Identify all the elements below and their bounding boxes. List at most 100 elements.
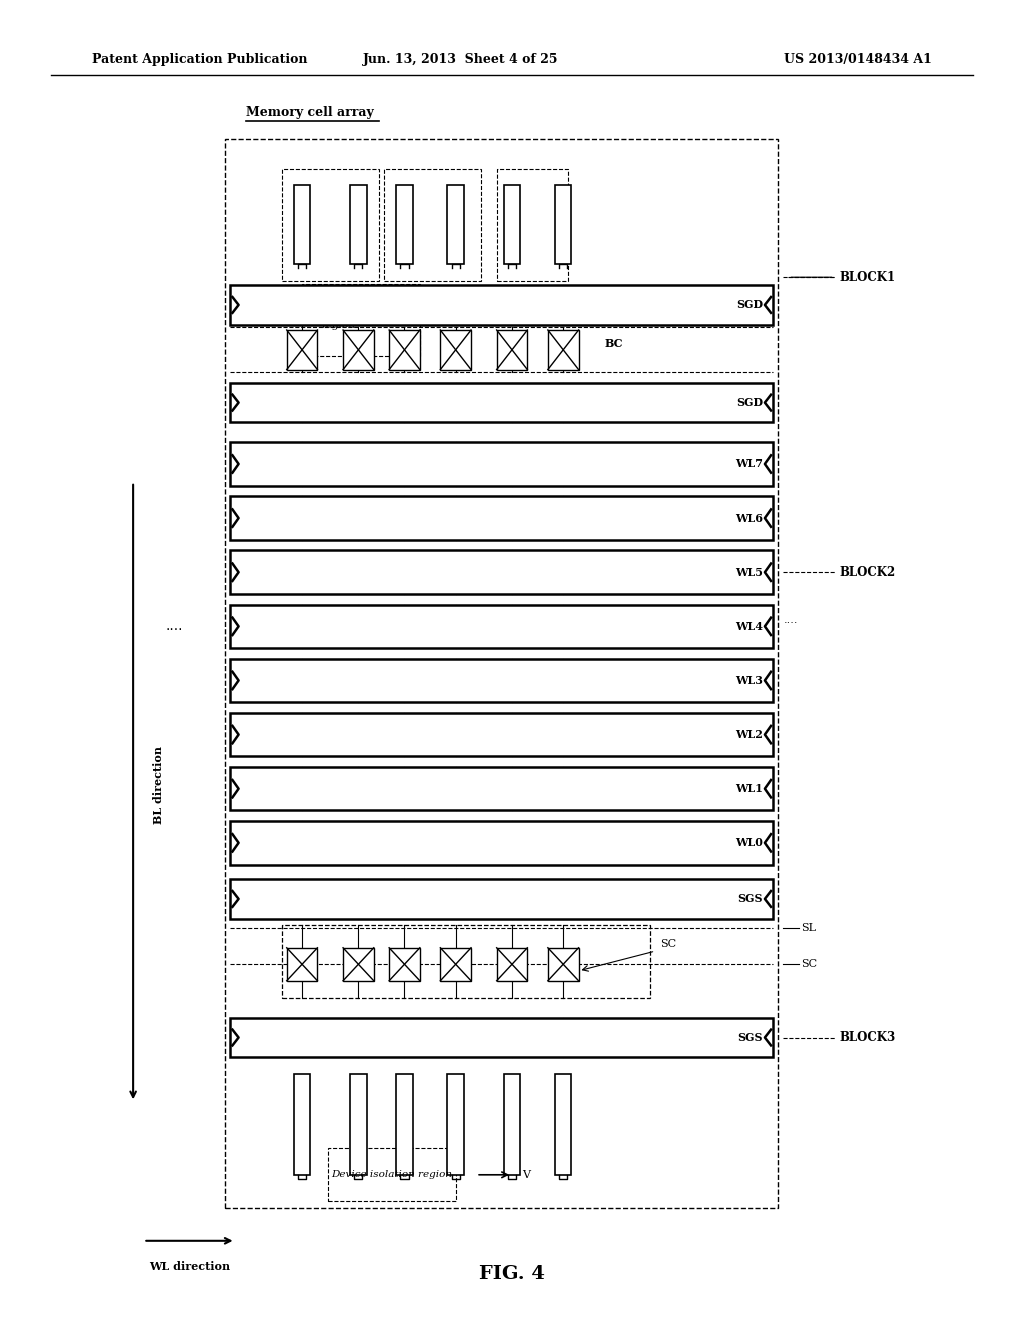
Text: WL direction: WL direction: [148, 1261, 230, 1271]
Text: SGD: SGD: [736, 397, 763, 408]
Bar: [294, 449, 310, 479]
Bar: [350, 185, 367, 264]
Bar: [350, 557, 367, 587]
Bar: [389, 330, 420, 370]
Text: WL3: WL3: [735, 675, 763, 686]
Bar: [440, 330, 471, 370]
Bar: [230, 821, 773, 865]
Bar: [389, 948, 420, 981]
Bar: [497, 948, 527, 981]
Bar: [350, 719, 367, 750]
Bar: [396, 557, 413, 587]
Bar: [497, 330, 527, 370]
Bar: [343, 330, 374, 370]
Bar: [350, 503, 367, 533]
Text: V: V: [522, 1170, 530, 1180]
Bar: [396, 611, 413, 642]
Text: SBL: SBL: [527, 289, 553, 300]
Text: FIG. 4: FIG. 4: [479, 1265, 545, 1283]
Bar: [507, 292, 563, 318]
Text: WL2: WL2: [735, 729, 763, 741]
Bar: [225, 139, 778, 1208]
Text: BLOCK1: BLOCK1: [840, 271, 896, 284]
Bar: [350, 665, 367, 696]
Text: V: V: [486, 315, 495, 326]
Bar: [230, 442, 773, 486]
Bar: [294, 503, 310, 533]
Bar: [230, 659, 773, 702]
Text: ....: ....: [165, 619, 183, 634]
Bar: [294, 719, 310, 750]
Bar: [230, 767, 773, 810]
Bar: [396, 665, 413, 696]
Text: SGS: SGS: [737, 1032, 763, 1043]
Bar: [499, 449, 515, 479]
Bar: [447, 611, 464, 642]
Bar: [548, 330, 579, 370]
Bar: [282, 925, 650, 998]
Bar: [499, 665, 515, 696]
Bar: [230, 383, 773, 422]
Bar: [384, 169, 481, 281]
Text: SL: SL: [801, 923, 816, 933]
Bar: [307, 389, 364, 416]
Bar: [396, 828, 413, 858]
Bar: [287, 330, 317, 370]
Bar: [307, 292, 364, 318]
Bar: [294, 611, 310, 642]
Bar: [447, 719, 464, 750]
Text: BC: BC: [604, 338, 623, 348]
Bar: [230, 605, 773, 648]
Bar: [350, 449, 367, 479]
Bar: [545, 557, 561, 587]
Bar: [504, 185, 520, 264]
Bar: [499, 503, 515, 533]
Bar: [230, 285, 773, 325]
Bar: [545, 719, 561, 750]
Bar: [294, 774, 310, 804]
Bar: [396, 185, 413, 264]
Bar: [499, 774, 515, 804]
Bar: [230, 496, 773, 540]
Text: Jun. 13, 2013  Sheet 4 of 25: Jun. 13, 2013 Sheet 4 of 25: [364, 53, 558, 66]
Text: Patent Application Publication: Patent Application Publication: [92, 53, 307, 66]
Bar: [545, 665, 561, 696]
Bar: [302, 284, 420, 356]
Text: WL4: WL4: [735, 620, 763, 632]
Text: Device
region: Device region: [321, 312, 355, 330]
Bar: [230, 1018, 773, 1057]
Text: WL0: WL0: [735, 837, 763, 849]
Bar: [447, 503, 464, 533]
Bar: [396, 503, 413, 533]
Bar: [447, 774, 464, 804]
Text: BLOCK2: BLOCK2: [840, 566, 896, 578]
Bar: [499, 611, 515, 642]
Bar: [499, 828, 515, 858]
Text: SC: SC: [801, 960, 817, 969]
Bar: [294, 557, 310, 587]
Text: Device isolation region: Device isolation region: [331, 1171, 452, 1179]
Bar: [555, 185, 571, 264]
Bar: [545, 611, 561, 642]
Bar: [545, 449, 561, 479]
Bar: [548, 948, 579, 981]
Bar: [447, 1074, 464, 1175]
Bar: [396, 449, 413, 479]
Bar: [287, 948, 317, 981]
Bar: [447, 665, 464, 696]
Text: WL6: WL6: [735, 512, 763, 524]
Text: WL5: WL5: [735, 566, 763, 578]
Bar: [447, 185, 464, 264]
Bar: [396, 1074, 413, 1175]
Bar: [545, 774, 561, 804]
Bar: [545, 503, 561, 533]
Bar: [394, 389, 451, 416]
Bar: [343, 948, 374, 981]
Bar: [396, 774, 413, 804]
Text: Memory cell array: Memory cell array: [246, 106, 374, 119]
Bar: [447, 557, 464, 587]
Bar: [499, 557, 515, 587]
Text: US 2013/0148434 A1: US 2013/0148434 A1: [784, 53, 932, 66]
Bar: [440, 948, 471, 981]
Bar: [499, 719, 515, 750]
